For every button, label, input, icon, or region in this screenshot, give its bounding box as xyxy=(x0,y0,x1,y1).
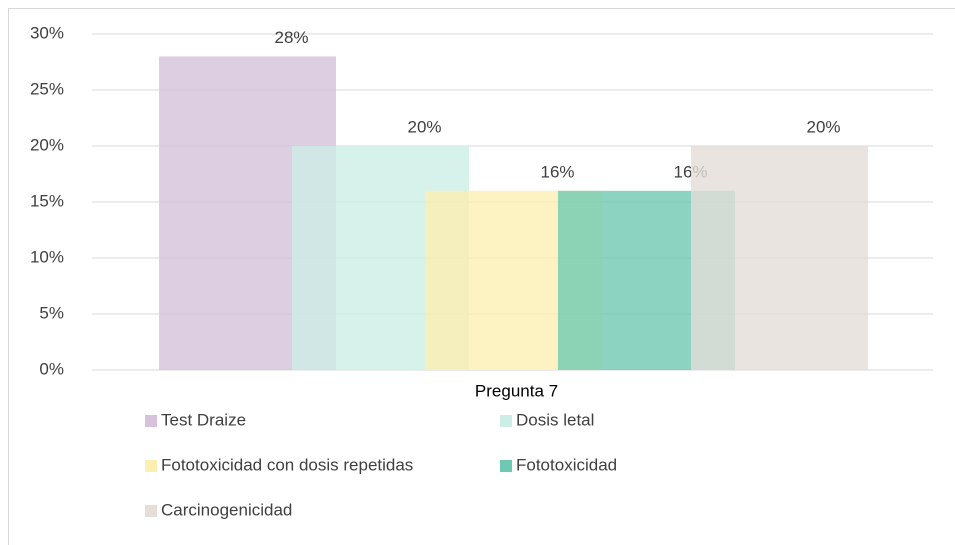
legend-swatch xyxy=(500,415,512,427)
legend-swatch xyxy=(145,505,157,517)
y-tick-label: 30% xyxy=(30,23,64,42)
data-label: 20% xyxy=(806,117,840,136)
legend-label: Fototoxicidad con dosis repetidas xyxy=(161,455,413,474)
y-tick-label: 10% xyxy=(30,247,64,266)
y-tick-label: 20% xyxy=(30,135,64,154)
data-label: 28% xyxy=(274,28,308,47)
y-tick-label: 25% xyxy=(30,79,64,98)
y-tick-label: 0% xyxy=(39,359,64,378)
data-label: 20% xyxy=(407,117,441,136)
legend-swatch xyxy=(145,415,157,427)
legend-label: Fototoxicidad xyxy=(516,455,617,474)
legend-swatch xyxy=(145,460,157,472)
y-tick-label: 5% xyxy=(39,303,64,322)
bar xyxy=(691,146,868,370)
legend-label: Test Draize xyxy=(161,410,246,429)
legend-label: Carcinogenicidad xyxy=(161,500,292,519)
data-label: 16% xyxy=(540,162,574,181)
y-tick-label: 15% xyxy=(30,191,64,210)
legend-swatch xyxy=(500,460,512,472)
legend-label: Dosis letal xyxy=(516,410,594,429)
x-tick-label: Pregunta 7 xyxy=(475,381,558,400)
